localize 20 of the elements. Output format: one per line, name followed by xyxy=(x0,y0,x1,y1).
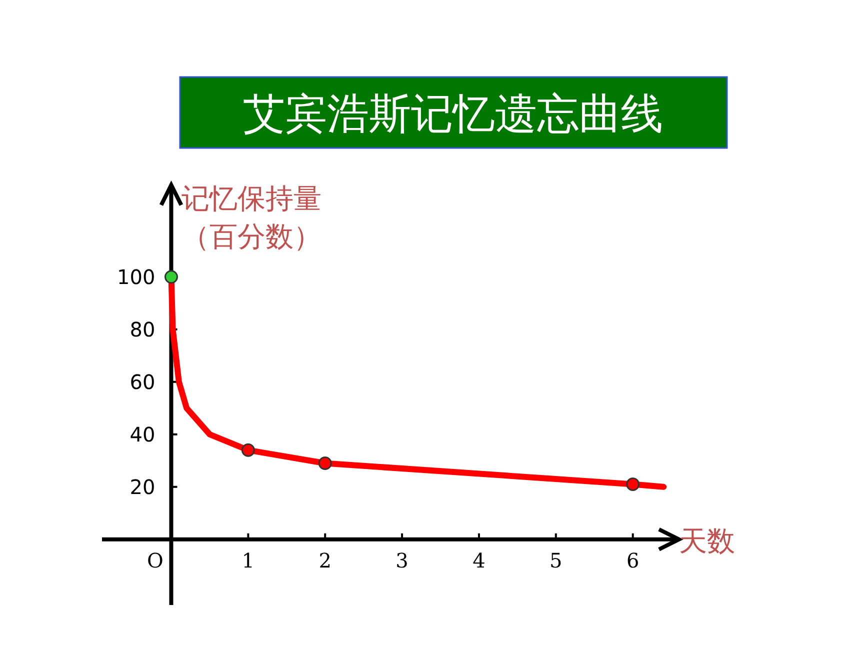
annotation: O xyxy=(147,548,164,572)
point xyxy=(626,478,640,491)
point xyxy=(318,456,332,470)
x-tick-label: 5 xyxy=(550,548,562,572)
title: 艾宾浩斯记忆遗忘曲线 xyxy=(179,76,728,149)
y-tick-label: 80 xyxy=(130,317,156,342)
y-tick-label: 60 xyxy=(130,370,156,394)
y-axis-title: 记忆保持量（百分数） xyxy=(180,181,323,255)
x-tick-label: 3 xyxy=(396,548,408,572)
x-tick-label: 2 xyxy=(318,548,332,572)
x-tick-label: 6 xyxy=(626,548,640,572)
y-tick-label: 100 xyxy=(117,264,156,289)
point xyxy=(241,443,255,457)
x-axis-title: 天数 xyxy=(679,524,735,558)
point xyxy=(164,270,178,284)
x-tick-label: 4 xyxy=(472,548,486,572)
chart-title: 艾宾浩斯记忆遗忘曲线 xyxy=(243,89,663,138)
x-tick-label: 1 xyxy=(242,548,255,572)
y-tick-label: 20 xyxy=(130,474,156,499)
y-tick-label: 40 xyxy=(130,422,156,446)
